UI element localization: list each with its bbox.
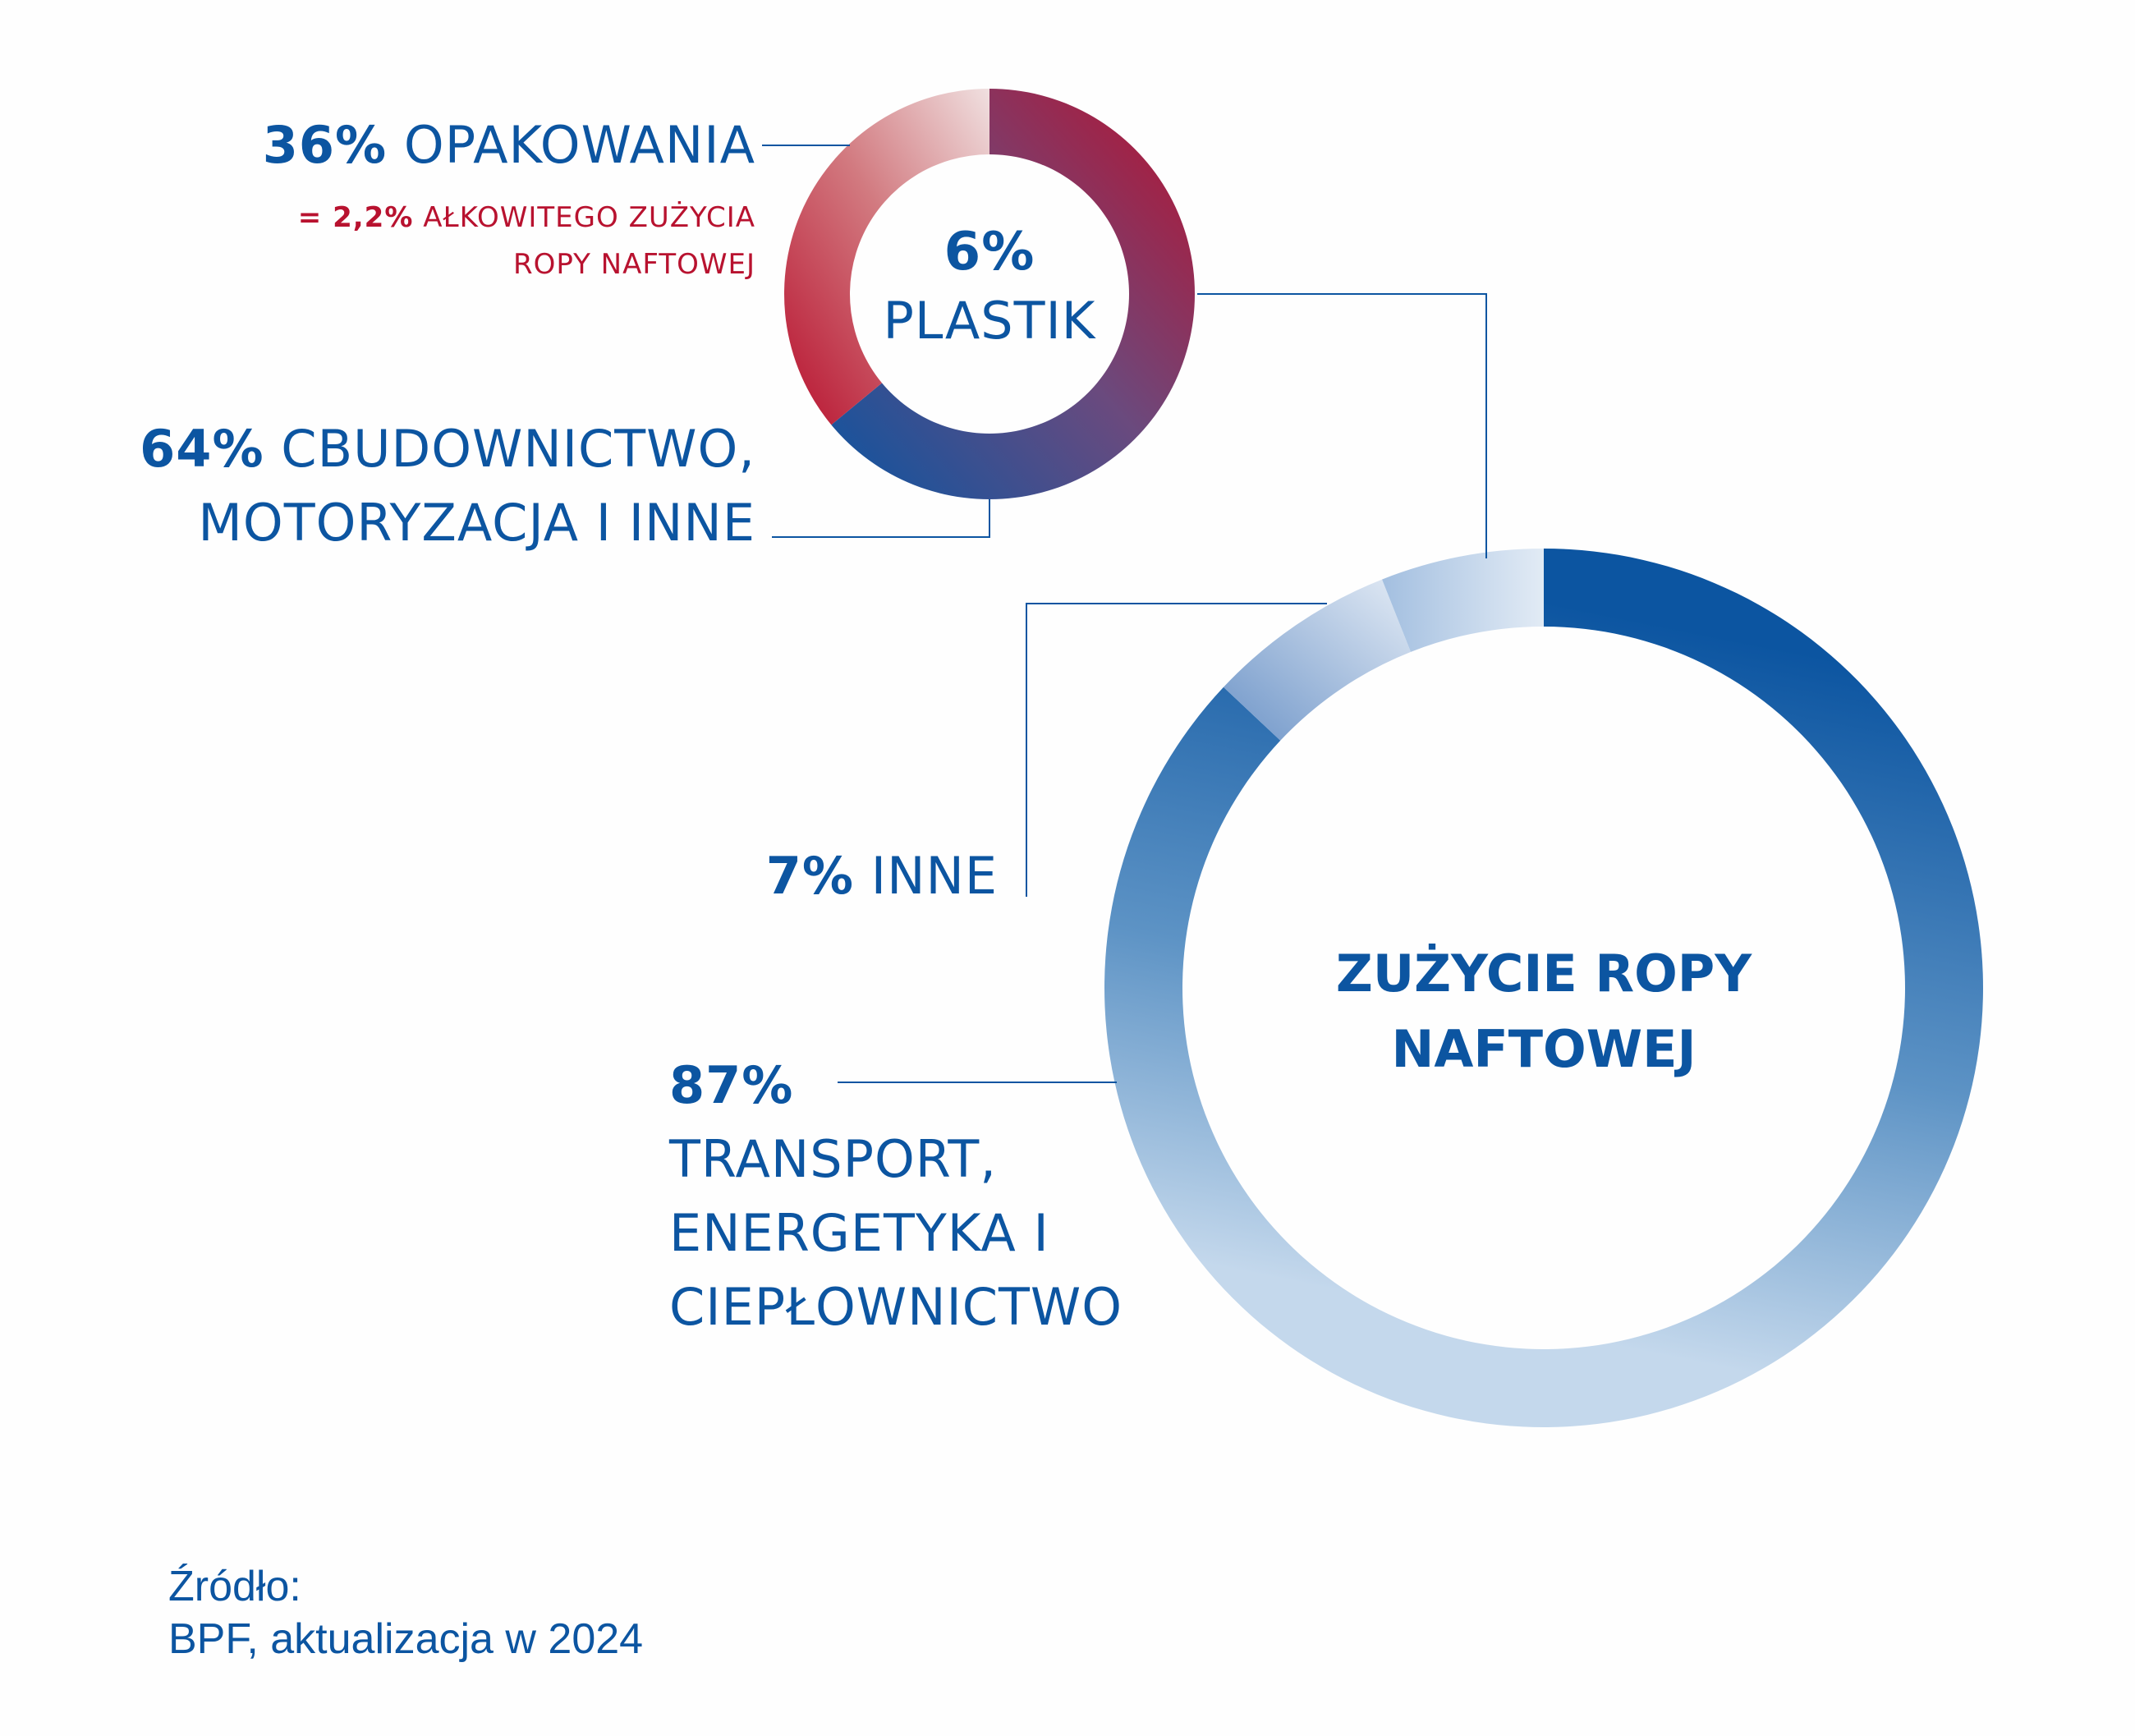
ropa-title-2: NAFTOWEJ (1391, 1019, 1697, 1079)
label-budownictwo: 64% CBUDOWNICTWO, (140, 419, 755, 479)
pct-64: 64% (140, 419, 264, 479)
source-line1: Źródło: (168, 1563, 301, 1610)
note-line1: = 2,2% AŁKOWITEGO ZUŻYCIA (298, 201, 755, 234)
source-line2: BPF, aktualizacja w 2024 (168, 1615, 644, 1663)
connector-budownictwo (772, 499, 990, 538)
ropa-title-1: ZUŻYCIE ROPY (1335, 944, 1752, 1003)
label-inne: 7% INNE (766, 846, 998, 906)
text-opakowania: OPAKOWANIA (403, 115, 755, 175)
label-energetyka: ENERGETYKA I (669, 1203, 1049, 1263)
note-line2: ROPY NAFTOWEJ (512, 248, 755, 281)
pct-87: 87% (669, 1055, 794, 1115)
slice-inne-7 (1224, 579, 1412, 741)
label-motoryzacja: MOTORYZACJA I INNE (198, 493, 755, 553)
label-cieplownictwo: CIEPŁOWNICTWO (669, 1277, 1123, 1337)
connector-inne (1026, 603, 1327, 897)
plastik-center-label: 6% PLASTIK (858, 222, 1121, 351)
note-text-1: AŁKOWITEGO ZUŻYCIA (423, 201, 755, 234)
plastik-pct: 6% (944, 222, 1035, 282)
text-inne: INNE (870, 846, 998, 906)
label-transport: TRANSPORT, (669, 1129, 997, 1189)
slice-plastik-6 (1382, 549, 1544, 652)
slice-opakowania-36 (784, 89, 989, 425)
pct-36: 36% (262, 115, 388, 175)
donut-ropa (1104, 549, 1983, 1427)
note-pct: = 2,2% (297, 201, 414, 234)
label-opakowania: 36% OPAKOWANIA (263, 115, 755, 175)
text-budownictwo: CBUDOWNICTWO, (281, 419, 755, 479)
source-note: Źródło: BPF, aktualizacja w 2024 (168, 1560, 643, 1665)
slice-budownictwo-64 (831, 89, 1196, 499)
plastik-text: PLASTIK (883, 291, 1096, 351)
donut-plastik (784, 89, 1196, 499)
ropa-center-label: ZUŻYCIE ROPY NAFTOWEJ (1281, 936, 1807, 1087)
pct-7: 7% (765, 846, 855, 906)
connector-plastik-ropa (1197, 293, 1487, 558)
